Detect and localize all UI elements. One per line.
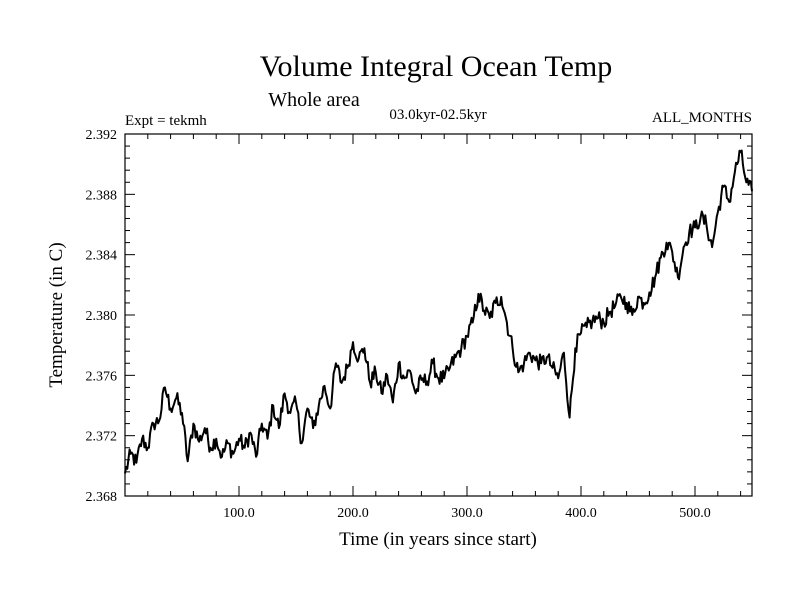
x-tick-label: 100.0 — [223, 506, 255, 521]
y-tick-label: 2.384 — [86, 249, 118, 264]
y-tick-label: 2.368 — [86, 490, 118, 505]
months-label: ALL_MONTHS — [652, 110, 752, 126]
temperature-series-line — [124, 149, 753, 474]
y-tick-label: 2.392 — [86, 128, 118, 143]
y-tick-label: 2.376 — [86, 369, 118, 384]
y-tick-label: 2.388 — [86, 188, 118, 203]
x-tick-label: 500.0 — [679, 506, 711, 521]
experiment-label: Expt = tekmh — [125, 113, 207, 129]
x-tick-label: 200.0 — [337, 506, 369, 521]
chart-subtitle: Whole area — [268, 89, 360, 111]
x-tick-label: 300.0 — [451, 506, 483, 521]
period-label: 03.0kyr-02.5kyr — [389, 107, 486, 123]
y-axis-label: Temperature (in C) — [46, 242, 67, 387]
chart-title: Volume Integral Ocean Temp — [260, 50, 613, 83]
axis-ticks — [125, 134, 752, 496]
plot-frame — [124, 133, 753, 497]
axis-tick-labels: 100.0 200.0 300.0 400.0 500.0 2.368 2.372 2.376… — [86, 128, 711, 521]
x-axis-label: Time (in years since start) — [339, 529, 537, 550]
x-tick-label: 400.0 — [565, 506, 597, 521]
y-tick-label: 2.372 — [86, 430, 118, 445]
y-tick-label: 2.380 — [86, 309, 118, 324]
